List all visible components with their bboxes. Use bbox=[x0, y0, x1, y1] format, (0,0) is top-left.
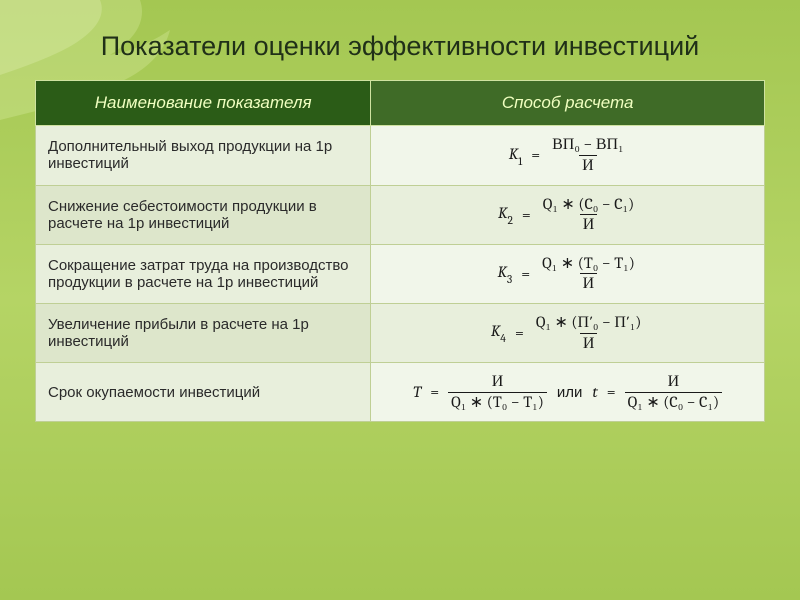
metric-formula: K2 = Q₁ ∗ (C₀ − C₁) И bbox=[371, 185, 765, 244]
metric-formula: K3 = Q₁ ∗ (T₀ − T₁) И bbox=[371, 244, 765, 303]
header-col-formula: Способ расчета bbox=[371, 81, 765, 126]
metric-name: Увеличение прибыли в расчете на 1р инвес… bbox=[36, 303, 371, 362]
header-col-name: Наименование показателя bbox=[36, 81, 371, 126]
metric-name: Срок окупаемости инвестиций bbox=[36, 363, 371, 422]
metric-formula: K4 = Q₁ ∗ (П′₀ − П′₁) И bbox=[371, 303, 765, 362]
metric-formula: K1 = ВП₀ − ВП₁ И bbox=[371, 126, 765, 185]
table-row: Сокращение затрат труда на производство … bbox=[36, 244, 765, 303]
metric-name: Снижение себестоимости продукции в расче… bbox=[36, 185, 371, 244]
table-row: Срок окупаемости инвестиций T = И Q₁ ∗ (… bbox=[36, 363, 765, 422]
slide-title: Показатели оценки эффективности инвестиц… bbox=[35, 30, 765, 62]
metric-formula: T = И Q₁ ∗ (T₀ − T₁) или t = И Q₁ ∗ (C₀ … bbox=[371, 363, 765, 422]
metric-name: Сокращение затрат труда на производство … bbox=[36, 244, 371, 303]
table-row: Увеличение прибыли в расчете на 1р инвес… bbox=[36, 303, 765, 362]
slide-container: Показатели оценки эффективности инвестиц… bbox=[0, 0, 800, 600]
metrics-table: Наименование показателя Способ расчета Д… bbox=[35, 80, 765, 422]
table-row: Дополнительный выход продукции на 1р инв… bbox=[36, 126, 765, 185]
table-row: Снижение себестоимости продукции в расче… bbox=[36, 185, 765, 244]
metric-name: Дополнительный выход продукции на 1р инв… bbox=[36, 126, 371, 185]
table-header-row: Наименование показателя Способ расчета bbox=[36, 81, 765, 126]
